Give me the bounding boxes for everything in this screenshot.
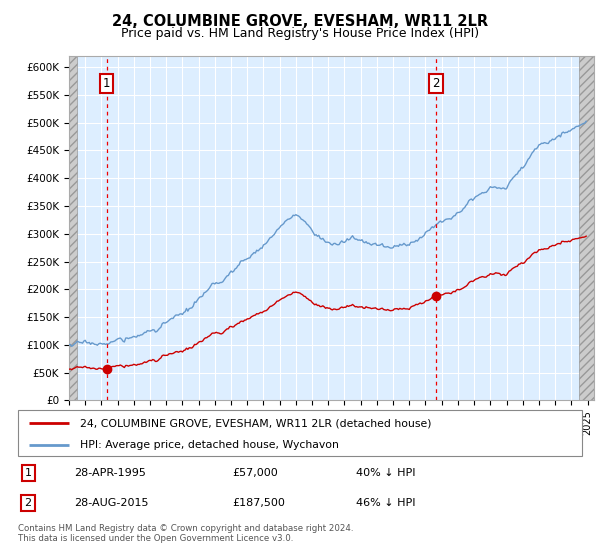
Text: 1: 1: [25, 468, 32, 478]
Text: 24, COLUMBINE GROVE, EVESHAM, WR11 2LR (detached house): 24, COLUMBINE GROVE, EVESHAM, WR11 2LR (…: [80, 418, 431, 428]
FancyBboxPatch shape: [18, 410, 582, 456]
Bar: [580, 56, 594, 400]
Text: 46% ↓ HPI: 46% ↓ HPI: [356, 498, 416, 508]
Text: 2: 2: [433, 77, 440, 90]
Text: £187,500: £187,500: [232, 498, 285, 508]
Text: Price paid vs. HM Land Registry's House Price Index (HPI): Price paid vs. HM Land Registry's House …: [121, 27, 479, 40]
Text: £57,000: £57,000: [232, 468, 278, 478]
Bar: [69, 56, 77, 400]
Text: 28-AUG-2015: 28-AUG-2015: [74, 498, 149, 508]
Text: 28-APR-1995: 28-APR-1995: [74, 468, 146, 478]
Text: 40% ↓ HPI: 40% ↓ HPI: [356, 468, 416, 478]
Text: Contains HM Land Registry data © Crown copyright and database right 2024.
This d: Contains HM Land Registry data © Crown c…: [18, 524, 353, 543]
Text: HPI: Average price, detached house, Wychavon: HPI: Average price, detached house, Wych…: [80, 440, 339, 450]
Text: 24, COLUMBINE GROVE, EVESHAM, WR11 2LR: 24, COLUMBINE GROVE, EVESHAM, WR11 2LR: [112, 14, 488, 29]
Text: 2: 2: [25, 498, 32, 508]
Text: 1: 1: [103, 77, 110, 90]
